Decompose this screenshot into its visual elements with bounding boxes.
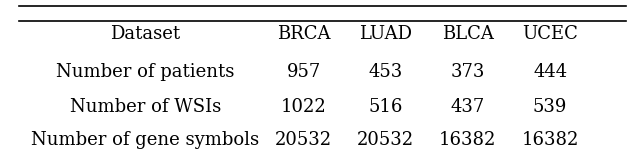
Text: 437: 437	[451, 98, 485, 116]
Text: 16382: 16382	[522, 131, 579, 149]
Text: 20532: 20532	[275, 131, 332, 149]
Text: 957: 957	[286, 63, 321, 81]
Text: 516: 516	[369, 98, 403, 116]
Text: 1022: 1022	[280, 98, 326, 116]
Text: 539: 539	[533, 98, 567, 116]
Text: 373: 373	[451, 63, 485, 81]
Text: Number of patients: Number of patients	[56, 63, 235, 81]
Text: Number of WSIs: Number of WSIs	[70, 98, 221, 116]
Text: 453: 453	[369, 63, 403, 81]
Text: Number of gene symbols: Number of gene symbols	[31, 131, 259, 149]
Text: BLCA: BLCA	[442, 25, 494, 43]
Text: 20532: 20532	[357, 131, 414, 149]
Text: 16382: 16382	[439, 131, 497, 149]
Text: BRCA: BRCA	[276, 25, 330, 43]
Text: Dataset: Dataset	[110, 25, 180, 43]
Text: LUAD: LUAD	[359, 25, 412, 43]
Text: 444: 444	[533, 63, 567, 81]
Text: UCEC: UCEC	[522, 25, 578, 43]
